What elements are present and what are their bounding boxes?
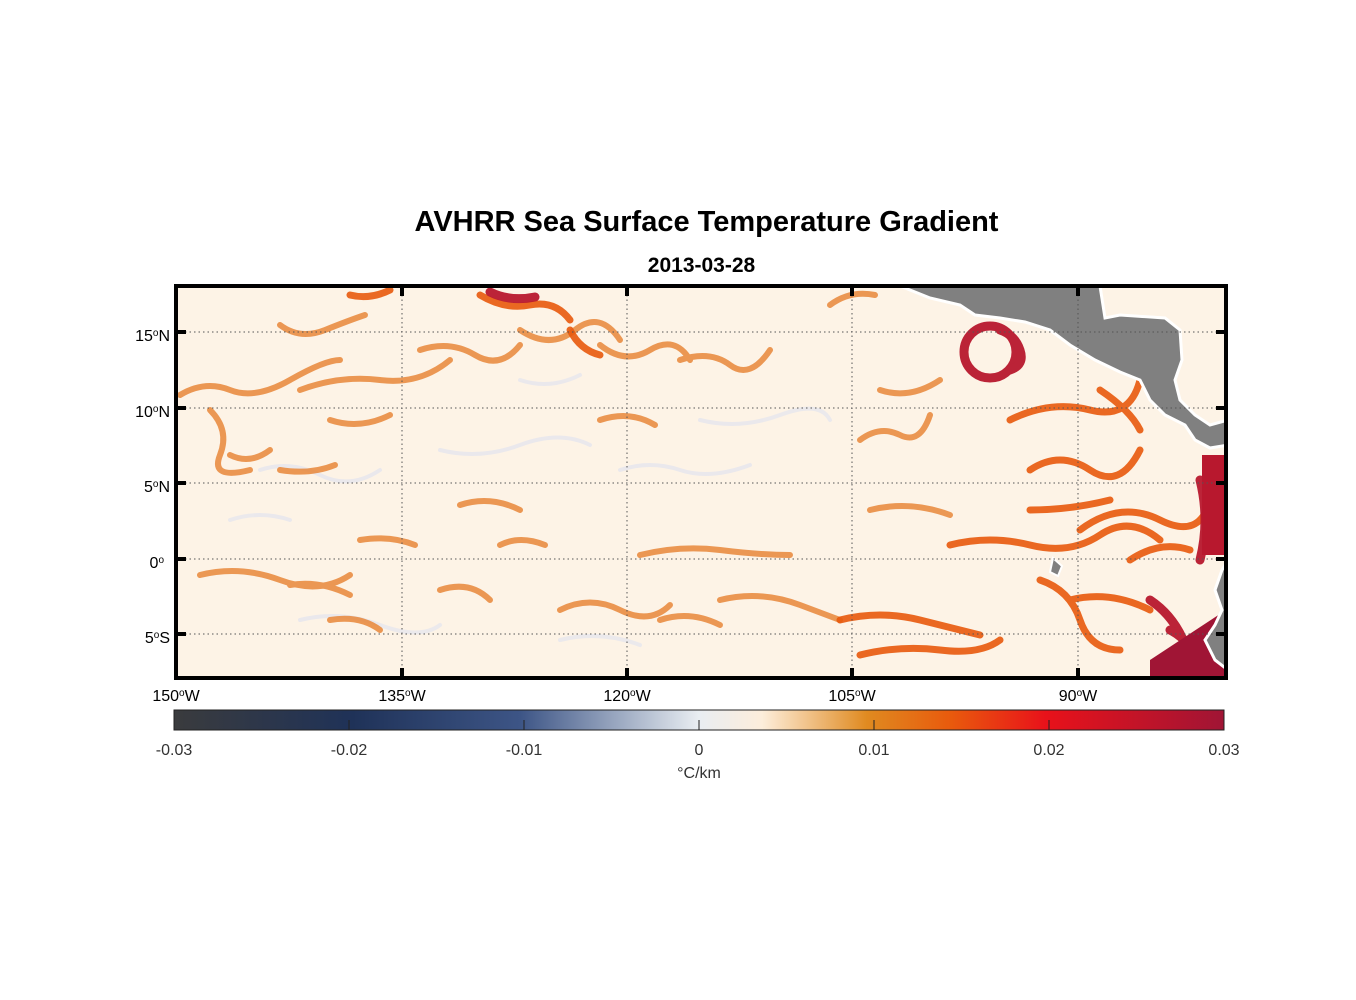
colorbar-tick-label: -0.01 (506, 742, 543, 759)
lat-label-5s: 5oS (145, 630, 170, 648)
lon-labels: 150oW 135oW 120oW 105oW 90oW (152, 688, 1098, 706)
lat-label-5n: 5oN (144, 479, 170, 497)
lon-label-120: 120oW (603, 688, 651, 706)
colorbar-tick-label: 0.01 (858, 742, 889, 759)
colorbar-tick-label: 0 (695, 742, 704, 759)
colorbar-tick-label: -0.03 (156, 742, 193, 759)
colorbar-tick-labels: -0.03 -0.02 -0.01 0 0.01 0.02 0.03 (156, 742, 1240, 759)
land-south-america (1203, 560, 1226, 671)
colorbar-units: °C/km (677, 765, 721, 782)
intense-patch-east (1202, 455, 1226, 555)
lon-label-90: 90oW (1059, 688, 1098, 706)
lat-labels: 15oN 10oN 5oN 0o 5oS (135, 328, 170, 648)
gradient-field (177, 286, 1226, 678)
lat-label-15n: 15oN (135, 328, 170, 346)
figure-subtitle: 2013-03-28 (647, 254, 756, 277)
land-galapagos (1048, 556, 1064, 578)
intense-patch-coast (1150, 610, 1226, 678)
land-central-america (899, 286, 1226, 450)
moderate-fronts (177, 290, 953, 633)
colorbar-tick-label: -0.02 (331, 742, 368, 759)
lon-label-105: 105oW (828, 688, 876, 706)
colorbar-tick-label: 0.02 (1033, 742, 1064, 759)
lat-label-10n: 10oN (135, 404, 170, 422)
figure-title: AVHRR Sea Surface Temperature Gradient (414, 206, 999, 238)
frame-ticks (176, 286, 1226, 678)
lon-label-150: 150oW (152, 688, 200, 706)
colorbar-ticks (173, 720, 1225, 730)
lat-label-0: 0o (150, 555, 165, 573)
lon-label-135: 135oW (378, 688, 426, 706)
near-zero-texture (228, 373, 832, 647)
colorbar-tick-label: 0.03 (1208, 742, 1239, 759)
